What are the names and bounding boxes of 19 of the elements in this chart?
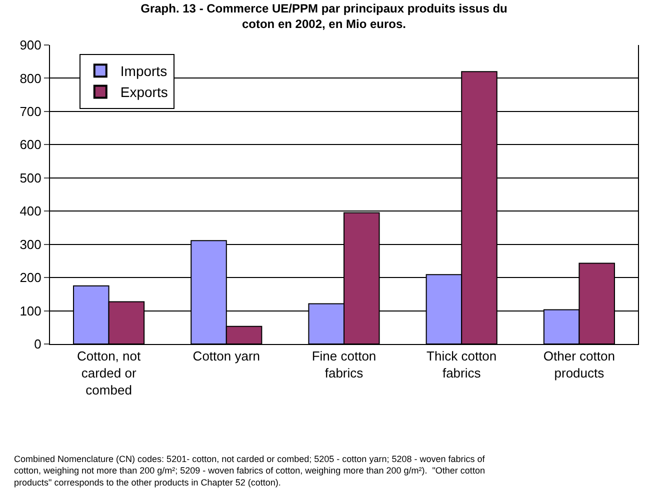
x-tick-label: Cotton yarn bbox=[192, 348, 260, 364]
chart-title: Graph. 13 - Commerce UE/PPM par principaux produits issus du coton en 2002, en Mio euros. bbox=[140, 1, 508, 31]
y-tick-label: 0 bbox=[34, 336, 42, 352]
x-tick-label: Fine cotton fabrics bbox=[312, 348, 376, 380]
legend-label: Imports bbox=[120, 63, 168, 80]
x-tick-label: Other cotton products bbox=[543, 348, 615, 380]
y-tick-label: 300 bbox=[20, 236, 42, 252]
x-tick-label: Thick cotton fabrics bbox=[426, 348, 497, 380]
text: Combined Nomenclature (CN) codes: 5201- cotton, not carded or combed; 5205 - cotton yarn; 5208 - woven fabrics of cotton, weighing not more than 200 g/m²; 5209 - woven fabrics of cotton, weighing more than 200 g/m²). "Other cotton products" corresponds to the other products in Chapter 52 (cotton). bbox=[14, 454, 486, 488]
y-tick-label: 800 bbox=[20, 70, 42, 86]
y-tick-label: 900 bbox=[20, 38, 42, 53]
y-tick-label: 200 bbox=[20, 270, 42, 286]
y-tick-label: 700 bbox=[20, 104, 42, 119]
legend-label: Exports bbox=[120, 84, 168, 100]
y-tick-label: 500 bbox=[20, 170, 42, 186]
y-tick-label: 600 bbox=[20, 137, 42, 152]
y-tick-label: 400 bbox=[20, 204, 42, 219]
y-tick-label: 100 bbox=[20, 303, 42, 318]
x-tick-label: Cotton, not carded or combed bbox=[76, 348, 141, 398]
